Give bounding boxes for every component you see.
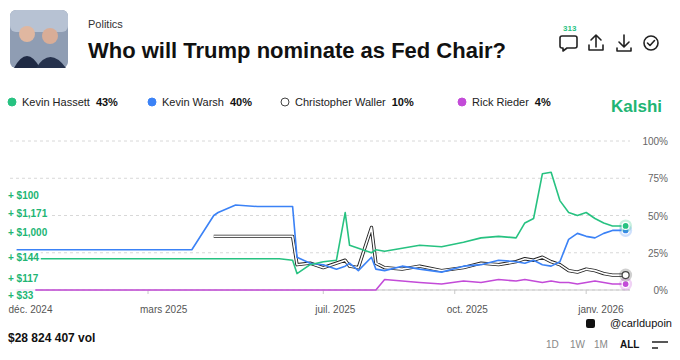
share-icon[interactable]	[589, 35, 603, 50]
annotation-bg	[6, 289, 35, 302]
end-halo	[619, 269, 632, 282]
y-tick-label: 0%	[654, 285, 669, 296]
annotation-bg	[6, 272, 40, 285]
annotation: + $117	[8, 273, 39, 284]
annotation: + $144	[8, 252, 39, 263]
grid-line	[10, 141, 630, 142]
grid-line	[10, 215, 630, 216]
toolbar	[560, 35, 658, 51]
avatar-bg	[10, 10, 68, 68]
end-markers	[619, 219, 632, 290]
x-tick-label: oct. 2025	[447, 304, 489, 315]
comment-count: 313	[563, 24, 577, 33]
x-tick	[454, 290, 455, 294]
series-line	[17, 280, 626, 290]
grid-line	[10, 178, 630, 179]
menu-icon[interactable]	[652, 342, 668, 348]
avatar-face	[42, 28, 58, 44]
chart: Politics Who will Trump nominate as Fed C…	[0, 0, 680, 360]
legend-value: 40%	[230, 96, 252, 108]
avatar	[10, 10, 68, 68]
annotation: + $1,000	[8, 227, 48, 238]
annotation: + $100	[8, 190, 39, 201]
range-button[interactable]: 1W	[570, 339, 586, 350]
background	[0, 0, 680, 360]
end-marker	[622, 272, 629, 279]
legend-label: Kevin Hassett	[22, 96, 90, 108]
x-tick-label: juil. 2025	[314, 304, 355, 315]
y-tick-label: 25%	[648, 248, 668, 259]
grid	[10, 141, 630, 294]
check-icon[interactable]	[644, 36, 658, 50]
legend-label: Kevin Warsh	[162, 96, 224, 108]
subtitle: Politics	[88, 18, 123, 30]
legend-swatch	[458, 98, 466, 106]
annotation: + $33	[8, 290, 34, 301]
check-mark	[648, 41, 655, 46]
x-tick	[586, 290, 587, 294]
grid-line	[10, 252, 630, 253]
avatar-body	[36, 57, 66, 68]
end-halo	[619, 219, 632, 232]
annotation-bg	[6, 207, 49, 220]
legend-swatch	[281, 98, 289, 106]
legend: Kevin Hassett 43% Kevin Warsh 40% Christophe…	[8, 96, 551, 108]
comment-icon[interactable]	[560, 36, 577, 51]
title: Who will Trump nominate as Fed Chair?	[88, 38, 506, 63]
y-tick-label: 75%	[648, 173, 668, 184]
social-icon	[586, 319, 595, 328]
range-button[interactable]: 1M	[594, 339, 608, 350]
series-lines	[17, 172, 626, 290]
x-tick-label: mars 2025	[140, 304, 188, 315]
annotation-bg	[6, 226, 49, 239]
legend-label: Christopher Waller	[295, 96, 386, 108]
download-icon[interactable]	[617, 35, 631, 51]
avatar-body	[14, 56, 40, 68]
legend-value: 4%	[535, 96, 551, 108]
y-tick-label: 100%	[642, 136, 668, 147]
credit: @carldupoin	[610, 317, 672, 329]
legend-label: Rick Rieder	[472, 96, 529, 108]
end-marker	[622, 222, 629, 229]
annotation: + $1,171	[8, 208, 48, 219]
trade-feed: + $100 + $1,171 + $1,000 + $144 + $117 + $33	[6, 189, 49, 302]
x-tick-label: janv. 2026	[577, 304, 624, 315]
annotation-bg	[6, 189, 41, 202]
avatar-flag	[10, 10, 68, 32]
range-button[interactable]: ALL	[620, 339, 639, 350]
legend-swatch	[148, 98, 156, 106]
range-button[interactable]: 1D	[546, 339, 559, 350]
series-line	[17, 172, 626, 273]
legend-value: 43%	[96, 96, 118, 108]
annotation-bg	[6, 251, 41, 264]
y-tick-label: 50%	[648, 211, 668, 222]
legend-swatch	[8, 98, 16, 106]
brand: Kalshi	[611, 97, 662, 116]
x-tick-label: déc. 2024	[9, 304, 53, 315]
legend-value: 10%	[392, 96, 414, 108]
avatar-face	[19, 26, 35, 42]
volume: $28 824 407 vol	[8, 331, 95, 345]
